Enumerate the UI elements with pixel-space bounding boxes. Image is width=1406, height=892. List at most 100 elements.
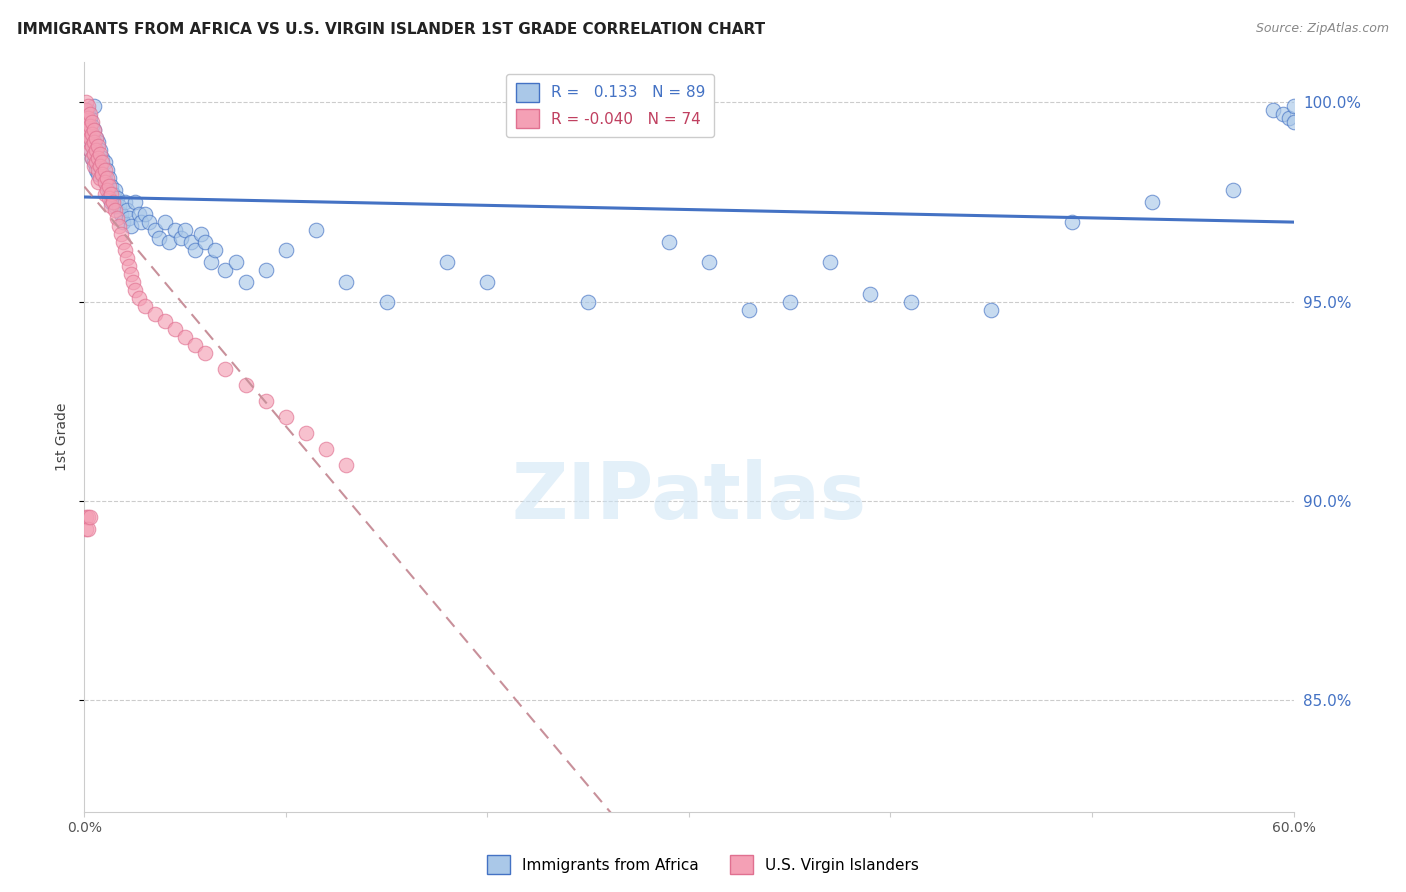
Point	[335, 458, 357, 472]
Point	[1272, 107, 1295, 121]
Legend: Immigrants from Africa, U.S. Virgin Islanders: Immigrants from Africa, U.S. Virgin Isla…	[481, 849, 925, 880]
Point	[120, 219, 142, 233]
Point	[128, 207, 150, 221]
Point	[138, 215, 160, 229]
Point	[79, 112, 101, 126]
Point	[100, 199, 122, 213]
Point	[121, 275, 143, 289]
Point	[143, 223, 166, 237]
Point	[93, 175, 115, 189]
Point	[114, 194, 136, 209]
Point	[214, 262, 236, 277]
Point	[134, 207, 156, 221]
Point	[128, 291, 150, 305]
Point	[170, 231, 193, 245]
Point	[118, 211, 141, 225]
Text: IMMIGRANTS FROM AFRICA VS U.S. VIRGIN ISLANDER 1ST GRADE CORRELATION CHART: IMMIGRANTS FROM AFRICA VS U.S. VIRGIN IS…	[17, 22, 765, 37]
Point	[1142, 194, 1164, 209]
Point	[86, 131, 108, 145]
Point	[107, 199, 129, 213]
Point	[87, 135, 110, 149]
Point	[101, 186, 124, 201]
Point	[148, 231, 170, 245]
Point	[110, 207, 132, 221]
Point	[79, 509, 101, 524]
Point	[184, 338, 207, 352]
Point	[124, 283, 146, 297]
Point	[295, 426, 318, 441]
Point	[254, 394, 277, 409]
Point	[77, 123, 100, 137]
Point	[82, 151, 104, 165]
Point	[75, 107, 97, 121]
Point	[204, 243, 226, 257]
Point	[87, 163, 110, 178]
Point	[86, 163, 108, 178]
Point	[82, 115, 104, 129]
Point	[153, 215, 176, 229]
Point	[75, 95, 97, 110]
Point	[194, 346, 217, 360]
Point	[105, 191, 128, 205]
Point	[83, 139, 105, 153]
Point	[89, 159, 111, 173]
Text: Source: ZipAtlas.com: Source: ZipAtlas.com	[1256, 22, 1389, 36]
Point	[1263, 103, 1285, 118]
Point	[83, 155, 105, 169]
Point	[86, 143, 108, 157]
Point	[87, 139, 110, 153]
Point	[89, 171, 111, 186]
Point	[77, 522, 100, 536]
Point	[93, 155, 115, 169]
Point	[174, 330, 197, 344]
Point	[101, 194, 124, 209]
Point	[107, 219, 129, 233]
Point	[97, 186, 120, 201]
Point	[83, 147, 105, 161]
Point	[83, 123, 105, 137]
Point	[87, 167, 110, 181]
Text: ZIPatlas: ZIPatlas	[512, 459, 866, 535]
Point	[576, 294, 599, 309]
Point	[1222, 183, 1244, 197]
Point	[129, 215, 152, 229]
Point	[89, 147, 111, 161]
Point	[91, 167, 114, 181]
Point	[77, 103, 100, 118]
Point	[114, 243, 136, 257]
Point	[779, 294, 801, 309]
Point	[274, 410, 297, 425]
Point	[818, 254, 841, 268]
Point	[165, 223, 187, 237]
Point	[134, 299, 156, 313]
Point	[87, 151, 110, 165]
Point	[97, 171, 120, 186]
Point	[97, 179, 120, 194]
Point	[143, 306, 166, 320]
Point	[83, 135, 105, 149]
Point	[235, 378, 257, 392]
Point	[104, 183, 127, 197]
Point	[86, 155, 108, 169]
Point	[658, 235, 681, 249]
Point	[75, 115, 97, 129]
Point	[900, 294, 922, 309]
Point	[77, 135, 100, 149]
Point	[104, 202, 127, 217]
Point	[111, 235, 134, 249]
Point	[87, 175, 110, 189]
Point	[738, 302, 761, 317]
Point	[75, 127, 97, 141]
Point	[100, 186, 122, 201]
Point	[1282, 115, 1305, 129]
Point	[305, 223, 328, 237]
Point	[75, 112, 97, 126]
Point	[82, 151, 104, 165]
Point	[1060, 215, 1083, 229]
Point	[75, 119, 97, 133]
Point	[77, 509, 100, 524]
Point	[82, 139, 104, 153]
Point	[93, 163, 115, 178]
Point	[235, 275, 257, 289]
Point	[75, 103, 97, 118]
